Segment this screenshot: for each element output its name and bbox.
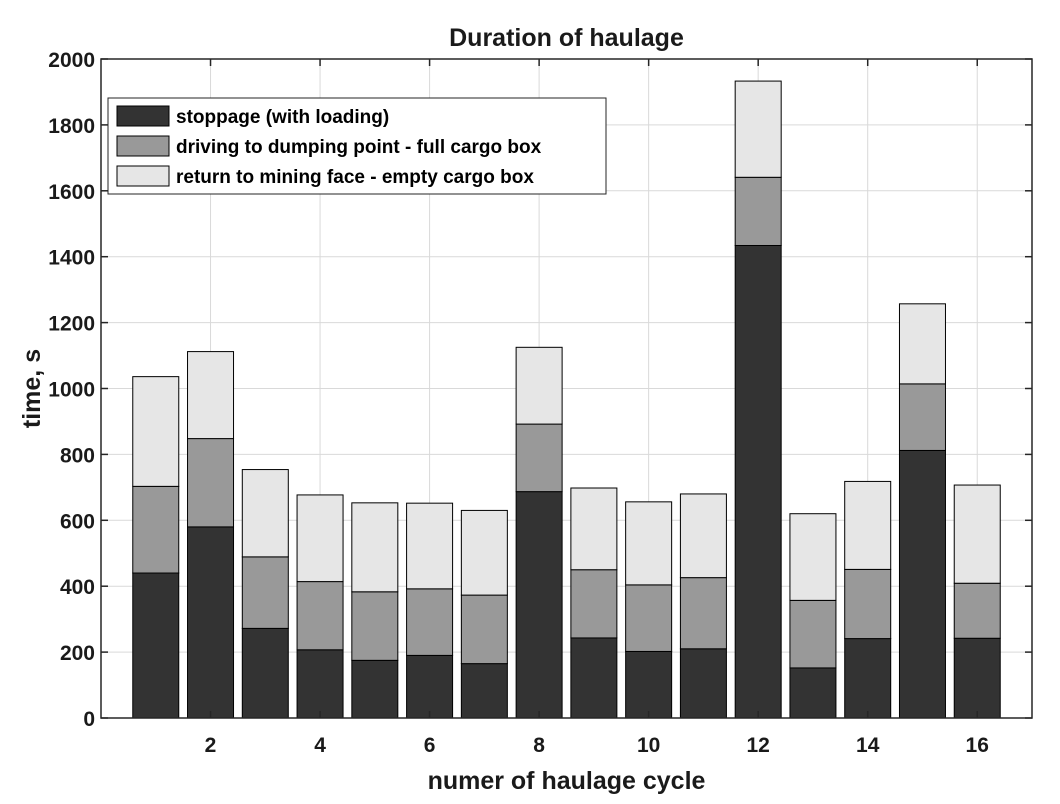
bar-driving-cycle-5	[351, 591, 399, 661]
bar-driving-cycle-8	[515, 423, 563, 493]
bar-stoppage-cycle-4	[296, 649, 344, 719]
legend-swatch-stoppage	[116, 105, 170, 127]
y-tick-label: 1600	[48, 181, 95, 204]
legend-label-return: return to mining face - empty cargo box	[176, 167, 534, 188]
bar-stoppage-cycle-2	[187, 526, 235, 719]
y-tick-label: 1000	[48, 379, 95, 402]
bar-return-cycle-9	[570, 487, 618, 571]
y-tick-label: 800	[60, 444, 95, 467]
bars	[132, 80, 1001, 719]
legend-label-driving: driving to dumping point - full cargo bo…	[176, 137, 542, 158]
y-tick-label: 0	[83, 708, 95, 731]
y-tick-label: 1800	[48, 115, 95, 138]
y-tick-label: 600	[60, 510, 95, 533]
legend-item-stoppage: stoppage (with loading)	[116, 105, 389, 128]
bar-return-cycle-5	[351, 502, 399, 593]
legend-label-stoppage: stoppage (with loading)	[176, 107, 389, 128]
x-tick-label: 14	[856, 734, 880, 757]
legend-box	[107, 97, 607, 195]
bar-return-cycle-16	[953, 484, 1001, 584]
bar-driving-cycle-10	[625, 584, 673, 652]
x-tick-label: 8	[533, 734, 545, 757]
bar-stoppage-cycle-6	[406, 654, 454, 719]
bar-stoppage-cycle-11	[679, 648, 727, 719]
bar-driving-cycle-9	[570, 569, 618, 639]
bar-stoppage-cycle-13	[789, 667, 837, 719]
bar-stoppage-cycle-3	[241, 627, 289, 719]
bar-driving-cycle-3	[241, 556, 289, 629]
y-tick-label: 1200	[48, 313, 95, 336]
bar-return-cycle-11	[679, 493, 727, 579]
bar-stoppage-cycle-7	[460, 663, 508, 719]
bar-return-cycle-6	[406, 502, 454, 590]
bar-return-cycle-2	[187, 351, 235, 440]
y-tick-label: 200	[60, 642, 95, 665]
tick-labels: 0 200 400 600 800 1000 1200 1400 1600 1800 2000 2 4 6…	[48, 49, 1032, 757]
bar-return-cycle-4	[296, 494, 344, 583]
bar-stoppage-cycle-5	[351, 659, 399, 719]
bar-driving-cycle-2	[187, 438, 235, 528]
x-tick-label: 12	[746, 734, 769, 757]
legend-swatch-driving	[116, 135, 170, 157]
bar-stoppage-cycle-8	[515, 491, 563, 719]
bar-driving-cycle-12	[734, 176, 782, 246]
bar-driving-cycle-11	[679, 577, 727, 650]
bar-return-cycle-13	[789, 513, 837, 601]
x-tick-label: 6	[424, 734, 436, 757]
bar-stoppage-cycle-10	[625, 650, 673, 719]
legend: stoppage (with loading) driving to dumpi…	[107, 97, 607, 195]
bar-driving-cycle-13	[789, 599, 837, 669]
legend-item-return: return to mining face - empty cargo box	[116, 165, 534, 188]
bar-driving-cycle-7	[460, 594, 508, 665]
bar-stoppage-cycle-15	[898, 449, 946, 719]
y-tick-label: 2000	[48, 49, 95, 72]
bar-return-cycle-15	[898, 303, 946, 385]
bar-return-cycle-12	[734, 80, 782, 178]
chart-title: Duration of haulage	[449, 24, 684, 52]
bar-driving-cycle-14	[844, 568, 892, 640]
x-tick-label: 16	[966, 734, 989, 757]
x-tick-label: 4	[314, 734, 326, 757]
bar-stoppage-cycle-14	[844, 638, 892, 719]
bar-driving-cycle-16	[953, 582, 1001, 639]
legend-swatch-return	[116, 165, 170, 187]
bar-return-cycle-8	[515, 346, 563, 425]
y-axis-label: time, s	[18, 349, 46, 428]
y-tick-label: 400	[60, 576, 95, 599]
bar-stoppage-cycle-9	[570, 637, 618, 719]
y-tick-label: 1400	[48, 247, 95, 270]
bar-stoppage-cycle-1	[132, 572, 180, 719]
bar-driving-cycle-15	[898, 383, 946, 451]
x-axis-label: numer of haulage cycle	[428, 767, 706, 795]
bar-stoppage-cycle-12	[734, 244, 782, 719]
bar-stoppage-cycle-16	[953, 637, 1001, 719]
legend-item-driving: driving to dumping point - full cargo bo…	[116, 135, 542, 158]
bar-return-cycle-3	[241, 469, 289, 558]
bar-driving-cycle-1	[132, 485, 180, 574]
bar-driving-cycle-6	[406, 588, 454, 656]
bar-return-cycle-14	[844, 480, 892, 570]
bar-return-cycle-1	[132, 376, 180, 487]
x-tick-label: 10	[637, 734, 660, 757]
x-tick-label: 2	[205, 734, 217, 757]
bar-return-cycle-7	[460, 509, 508, 596]
bar-return-cycle-10	[625, 501, 673, 586]
bar-driving-cycle-4	[296, 581, 344, 651]
